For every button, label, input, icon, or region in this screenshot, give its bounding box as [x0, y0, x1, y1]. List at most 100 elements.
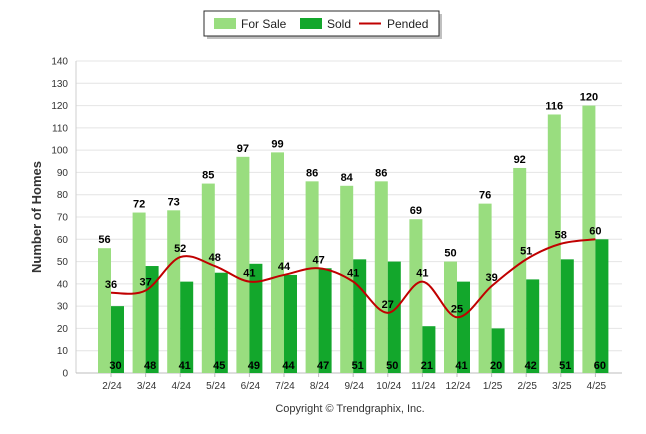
y-tick-label: 110	[52, 123, 68, 134]
data-label-layer: 56 30 36 72 48 37 73 41 52 85 45 48 97 49 41 99 44 44 86 47…	[98, 92, 606, 372]
y-tick-label: 70	[57, 213, 69, 224]
y-axis: 0 10 20 30 40 50 60 70 80 90 100 110 120 130 140	[51, 57, 68, 380]
for-sale-value-label: 56	[98, 234, 110, 246]
sold-value-label: 48	[144, 360, 156, 372]
legend-label: For Sale	[241, 17, 287, 31]
x-axis: 2/24 3/24 4/24 5/24 6/24 7/24 8/24 9/24 10/24 11/…	[102, 373, 607, 392]
x-tick-label: 3/24	[137, 381, 157, 392]
legend-swatch	[214, 18, 236, 29]
pended-value-label: 60	[589, 225, 601, 237]
pended-value-label: 41	[416, 268, 428, 280]
sold-value-label: 20	[490, 360, 502, 372]
for-sale-value-label: 99	[271, 138, 283, 150]
bar-for-sale	[271, 152, 284, 373]
x-tick-label: 5/24	[206, 381, 226, 392]
for-sale-value-label: 92	[514, 154, 526, 166]
sold-value-label: 51	[352, 360, 364, 372]
pended-value-label: 25	[451, 303, 463, 315]
bar-sold	[595, 239, 609, 373]
pended-value-label: 58	[555, 230, 567, 242]
y-tick-label: 20	[57, 324, 69, 335]
sold-value-label: 60	[594, 360, 606, 372]
sold-value-label: 51	[559, 360, 571, 372]
sold-value-label: 47	[317, 360, 329, 372]
pended-value-label: 27	[382, 299, 394, 311]
bar-sold	[180, 281, 194, 373]
for-sale-value-label: 86	[375, 167, 387, 179]
for-sale-value-label: 69	[410, 205, 422, 217]
bar-for-sale	[98, 248, 111, 373]
bar-sold	[560, 259, 574, 373]
x-tick-label: 10/24	[376, 381, 401, 392]
bar-for-sale	[478, 203, 492, 373]
y-tick-label: 30	[57, 302, 69, 313]
pended-value-label: 36	[105, 279, 117, 291]
bar-for-sale	[409, 219, 423, 373]
bar-sold	[457, 281, 470, 373]
bar-for-sale	[374, 181, 388, 373]
sold-value-label: 41	[179, 360, 191, 372]
bar-for-sale	[201, 183, 215, 373]
y-tick-label: 80	[57, 190, 69, 201]
legend-label: Sold	[327, 17, 351, 31]
bar-for-sale	[340, 185, 354, 373]
pended-value-label: 51	[520, 245, 532, 257]
y-tick-label: 120	[51, 101, 68, 112]
bar-sold	[422, 326, 436, 373]
bar-for-sale	[305, 181, 319, 373]
x-tick-label: 4/25	[587, 381, 607, 392]
x-tick-label: 12/24	[445, 381, 470, 392]
sold-value-label: 41	[455, 360, 467, 372]
x-tick-label: 11/24	[411, 381, 436, 392]
bar-sold	[491, 328, 505, 373]
pended-value-label: 47	[312, 254, 324, 266]
bar-sold	[214, 272, 228, 373]
sold-value-label: 44	[282, 360, 295, 372]
for-sale-value-label: 97	[237, 143, 249, 155]
x-tick-label: 2/25	[517, 381, 537, 392]
for-sale-value-label: 50	[444, 248, 456, 260]
sold-value-label: 45	[213, 360, 225, 372]
bar-for-sale	[513, 167, 527, 373]
legend: For Sale Sold Pended	[203, 10, 442, 39]
pended-value-label: 41	[347, 268, 359, 280]
bar-sold	[249, 263, 263, 373]
pended-value-label: 41	[243, 268, 255, 280]
x-tick-label: 3/25	[552, 381, 572, 392]
for-sale-value-label: 116	[545, 100, 563, 112]
bar-layer	[98, 105, 609, 374]
pended-value-label: 37	[139, 277, 151, 289]
bar-sold	[318, 268, 332, 373]
bar-sold	[145, 266, 159, 373]
bar-sold	[111, 306, 124, 373]
y-tick-label: 40	[57, 279, 69, 290]
x-tick-label: 2/24	[102, 381, 122, 392]
y-tick-label: 0	[62, 369, 68, 380]
bar-for-sale	[547, 114, 561, 373]
y-tick-label: 90	[57, 168, 69, 179]
y-tick-label: 100	[51, 146, 68, 157]
for-sale-value-label: 84	[341, 172, 354, 184]
for-sale-value-label: 85	[202, 170, 214, 182]
x-tick-label: 9/24	[344, 381, 364, 392]
y-tick-label: 130	[51, 79, 68, 90]
y-tick-label: 60	[57, 235, 69, 246]
bar-sold	[526, 279, 540, 373]
y-tick-label: 10	[57, 346, 69, 357]
pended-value-label: 48	[209, 252, 221, 264]
bar-sold	[387, 261, 401, 373]
pended-value-label: 39	[485, 272, 497, 284]
pended-value-label: 44	[278, 261, 291, 273]
for-sale-value-label: 76	[479, 190, 491, 202]
bar-sold	[353, 259, 367, 373]
for-sale-value-label: 73	[168, 196, 180, 208]
bar-for-sale	[167, 210, 181, 373]
y-tick-label: 140	[51, 57, 68, 68]
y-tick-label: 50	[57, 257, 69, 268]
pended-line-layer	[110, 238, 596, 319]
y-axis-title: Number of Homes	[29, 161, 44, 273]
sold-value-label: 50	[386, 360, 398, 372]
pended-line	[110, 238, 596, 319]
